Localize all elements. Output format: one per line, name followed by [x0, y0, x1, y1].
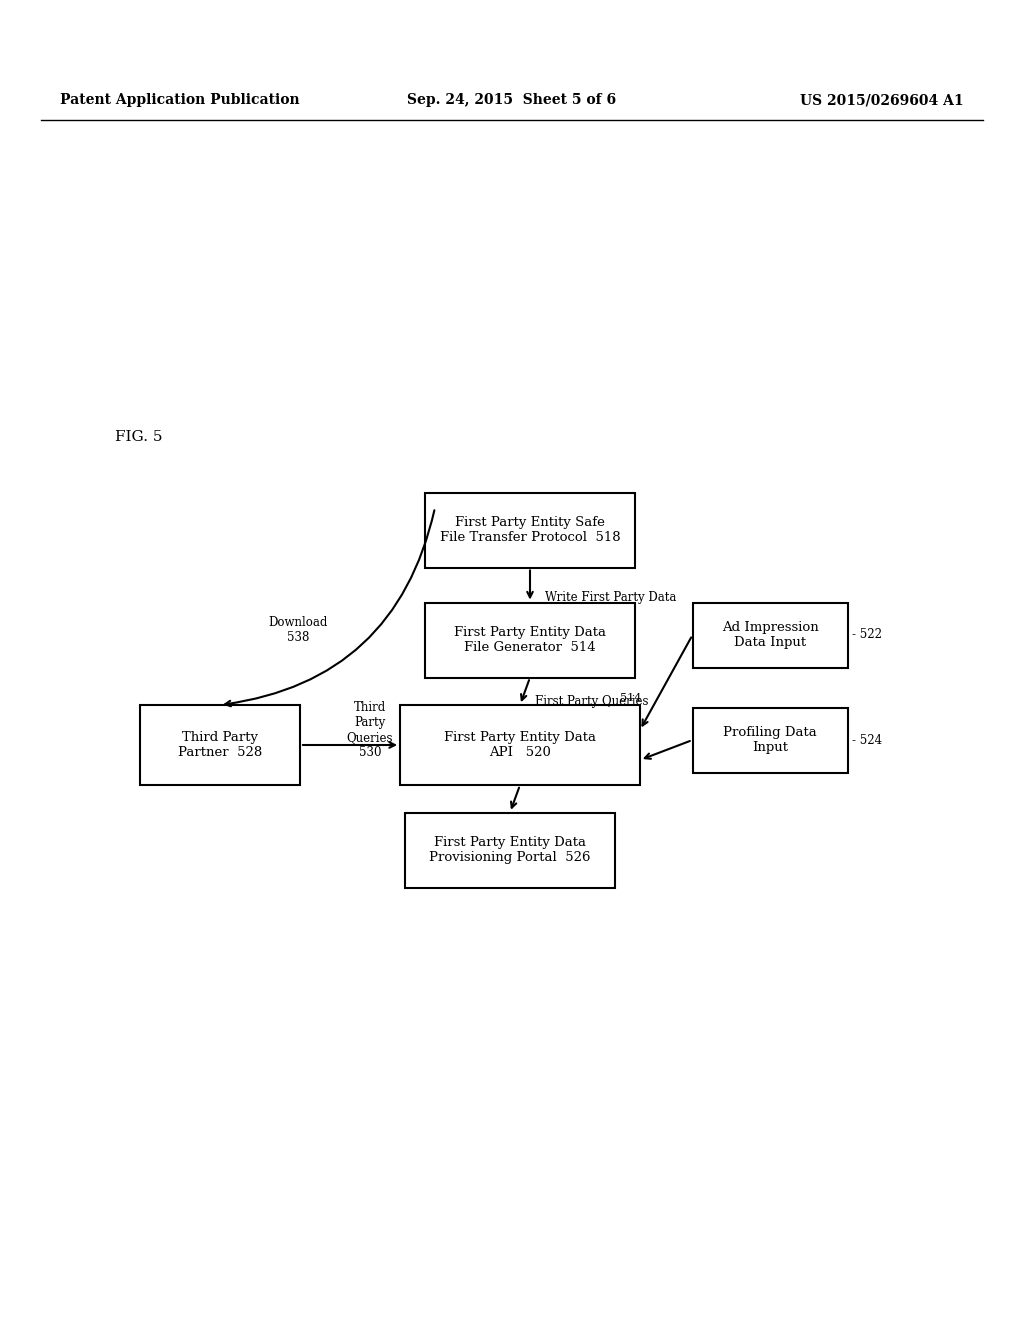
Text: 514: 514: [620, 693, 641, 704]
Text: Ad Impression
Data Input: Ad Impression Data Input: [722, 620, 818, 649]
Text: Patent Application Publication: Patent Application Publication: [60, 92, 300, 107]
Text: FIG. 5: FIG. 5: [115, 430, 163, 444]
Text: Sep. 24, 2015  Sheet 5 of 6: Sep. 24, 2015 Sheet 5 of 6: [408, 92, 616, 107]
Text: Download
538: Download 538: [268, 616, 328, 644]
Text: Profiling Data
Input: Profiling Data Input: [723, 726, 817, 754]
Text: Third Party
Partner  528: Third Party Partner 528: [178, 731, 262, 759]
Bar: [425, 602, 635, 677]
Text: First Party Entity Data
Provisioning Portal  526: First Party Entity Data Provisioning Por…: [429, 836, 591, 865]
Text: US 2015/0269604 A1: US 2015/0269604 A1: [801, 92, 964, 107]
Text: First Party Entity Data
File Generator  514: First Party Entity Data File Generator 5…: [454, 626, 606, 653]
Text: - 522: - 522: [852, 628, 882, 642]
Bar: [692, 708, 848, 772]
Text: - 524: - 524: [852, 734, 882, 747]
Text: First Party Entity Data
API   520: First Party Entity Data API 520: [444, 731, 596, 759]
Bar: [406, 813, 615, 887]
Bar: [425, 492, 635, 568]
Text: Write First Party Data: Write First Party Data: [545, 591, 677, 605]
Bar: [400, 705, 640, 785]
Bar: [692, 602, 848, 668]
Bar: [140, 705, 300, 785]
Text: First Party Queries: First Party Queries: [535, 696, 648, 709]
Text: First Party Entity Safe
File Transfer Protocol  518: First Party Entity Safe File Transfer Pr…: [439, 516, 621, 544]
Text: Third
Party
Queries
530: Third Party Queries 530: [347, 701, 393, 759]
